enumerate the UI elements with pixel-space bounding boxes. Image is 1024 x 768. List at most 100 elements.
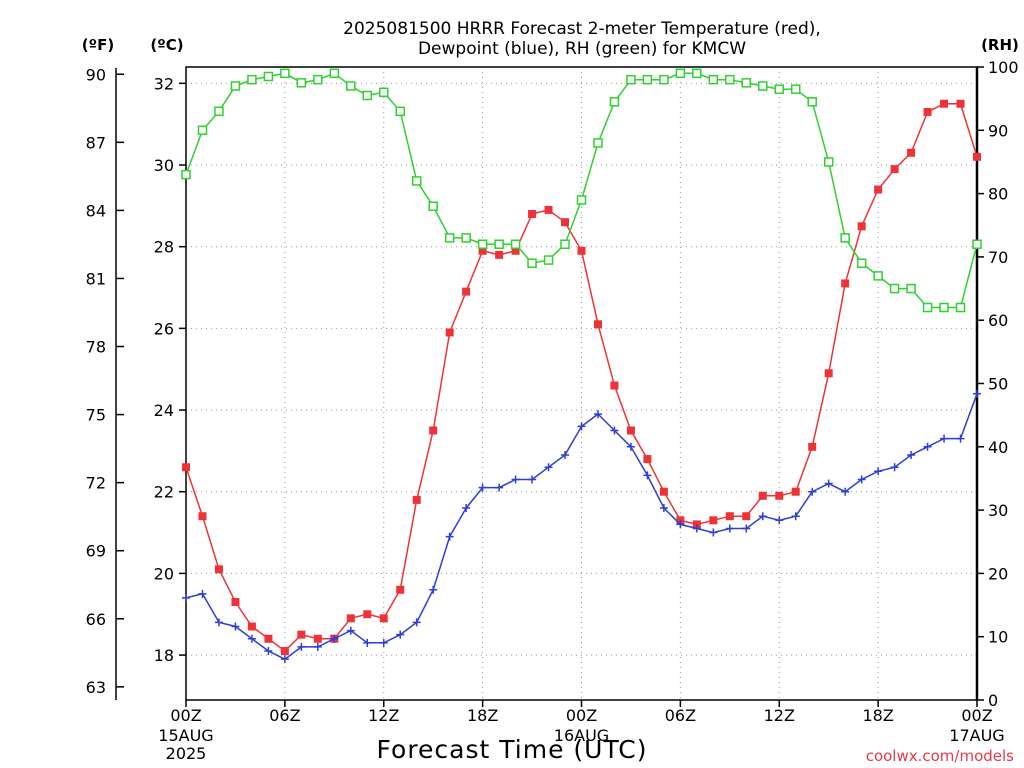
dewpoint-point (742, 524, 751, 533)
dewpoint-point (231, 622, 240, 631)
dewpoint-point (923, 442, 932, 451)
rh-tick-label: 0 (988, 691, 998, 710)
x-tick-label: 12Z (368, 706, 399, 725)
dewpoint-series (182, 389, 981, 664)
rh-tick-label: 60 (988, 311, 1008, 330)
dewpoint-point (214, 618, 223, 627)
rh-point (955, 302, 966, 313)
rh-point (593, 138, 603, 148)
temperature-point (544, 205, 553, 214)
temperature-point (198, 512, 207, 521)
rh-point (741, 78, 752, 88)
rh-point (494, 239, 504, 249)
celsius-tick-label: 18 (154, 646, 174, 665)
temperature-point (758, 491, 767, 500)
rh-point (477, 239, 488, 249)
dewpoint-point (676, 520, 685, 529)
temperature-point (396, 585, 405, 594)
x-tick-date-label: 15AUG (158, 726, 213, 745)
rh-point (395, 106, 405, 117)
dewpoint-point (593, 410, 602, 419)
x-tick-year-label: 2025 (166, 744, 207, 763)
dewpoint-point (182, 593, 190, 602)
rh-point (214, 106, 224, 117)
dewpoint-point (379, 638, 388, 647)
temperature-point (940, 99, 949, 108)
temperature-point (857, 222, 866, 231)
rh-tick-label: 30 (988, 501, 1008, 520)
x-tick-label: 12Z (764, 706, 795, 725)
credit-label: coolwx.com/models (866, 747, 1014, 765)
rh-point (906, 283, 916, 294)
dewpoint-point (857, 475, 866, 484)
dewpoint-point (808, 487, 817, 496)
temperature-point (742, 512, 751, 521)
rh-tick-label: 40 (988, 438, 1008, 457)
x-tick-date-label: 16AUG (554, 726, 609, 745)
dewpoint-point (709, 528, 718, 537)
rh-point (609, 97, 620, 107)
temperature-point (412, 495, 421, 504)
grid-layer (186, 67, 977, 700)
dewpoint-point (907, 450, 916, 459)
temperature-point (247, 622, 256, 631)
dewpoint-point (890, 463, 899, 472)
fahrenheit-tick-label: 69 (86, 542, 106, 561)
rh-point (889, 283, 900, 294)
temperature-point (808, 442, 817, 451)
fahrenheit-tick-label: 63 (86, 678, 106, 697)
rh-point (758, 81, 768, 91)
rh-point (692, 68, 702, 79)
fahrenheit-tick-label: 72 (86, 474, 106, 493)
temperature-point (923, 107, 932, 116)
dewpoint-point (577, 422, 586, 431)
temperature-point (231, 597, 240, 606)
dewpoint-point (429, 585, 438, 594)
temperature-point (643, 455, 652, 464)
temperature-point (824, 369, 833, 378)
temperature-point (890, 165, 899, 174)
x-tick-label: 00Z (961, 706, 992, 725)
rh-point (461, 233, 471, 243)
celsius-tick-label: 30 (154, 156, 174, 175)
dewpoint-point (280, 655, 289, 664)
chart-title: 2025081500 HRRR Forecast 2-meter Tempera… (343, 19, 821, 39)
rh-unit-label: (RH) (981, 36, 1019, 54)
rh-point (444, 233, 455, 243)
x-tick-label: 18Z (862, 706, 893, 725)
rh-point (379, 87, 389, 98)
x-tick-date-label: 17AUG (949, 726, 1004, 745)
x-tick-label: 06Z (269, 706, 300, 725)
rh-point (197, 125, 208, 136)
temperature-point (445, 328, 454, 337)
rh-tick-label: 90 (988, 121, 1008, 140)
temperature-point (577, 246, 586, 255)
rh-point (411, 176, 422, 186)
rh-point (972, 239, 982, 249)
x-tick-label: 06Z (665, 706, 696, 725)
fahrenheit-tick-label: 84 (86, 201, 106, 220)
celsius-tick-label: 32 (154, 74, 174, 93)
temperature-point (297, 630, 306, 639)
rh-point (329, 68, 340, 79)
x-tick-label: 00Z (566, 706, 597, 725)
dewpoint-point (561, 450, 570, 459)
dewpoint-point (478, 483, 487, 492)
dewpoint-point (462, 504, 471, 513)
dewpoint-point (544, 463, 553, 472)
fahrenheit-tick-label: 87 (86, 133, 106, 152)
dewpoint-point (725, 524, 734, 533)
rh-point (543, 255, 554, 265)
celsius-tick-label: 28 (154, 238, 174, 257)
rh-point (362, 90, 373, 101)
rh-point (807, 97, 817, 107)
rh-point (181, 169, 191, 180)
temperature-point (692, 520, 701, 529)
rh-point (774, 84, 784, 94)
dewpoint-line (185, 393, 978, 661)
dewpoint-point (824, 479, 833, 488)
dewpoint-point (313, 642, 322, 651)
fahrenheit-tick-label: 75 (86, 406, 106, 425)
rh-point (280, 68, 290, 79)
